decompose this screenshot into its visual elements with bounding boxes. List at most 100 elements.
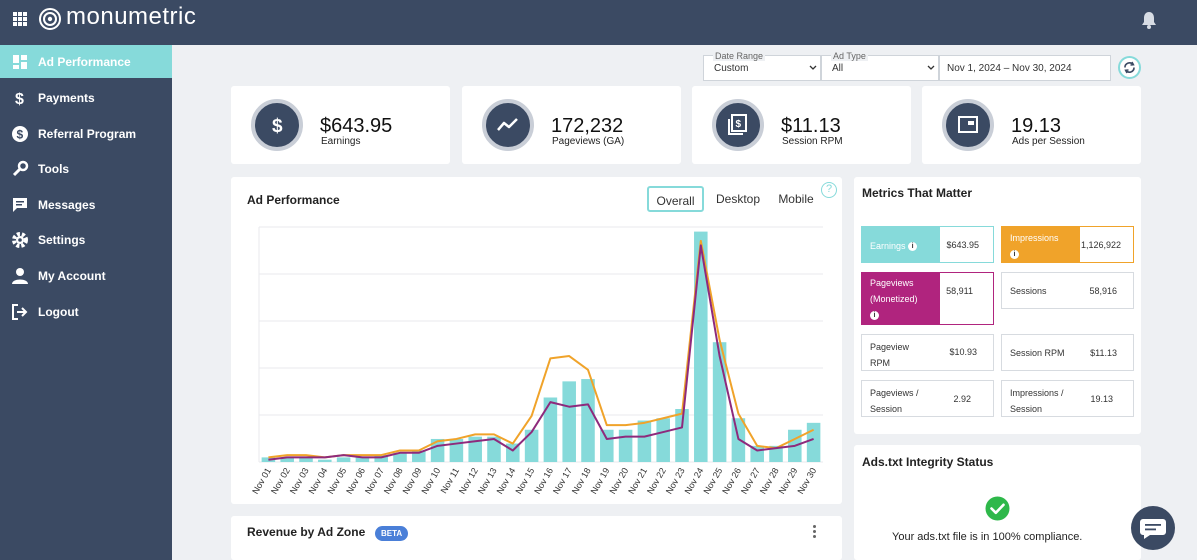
metric-value: $11.13 [1090,348,1117,358]
chart-bar [637,420,652,462]
chart-bar [694,231,708,462]
metric-tile-impressions-per-session[interactable]: Impressions / Session 19.13 [1001,380,1134,417]
chart-bar [675,409,689,462]
kpi-card-pageviews: 172,232 Pageviews (GA) [462,86,681,164]
kpi-card-earnings: $ $643.95 Earnings [231,86,450,164]
sidebar-item-logout[interactable]: Logout [0,295,172,328]
sidebar-item-my-account[interactable]: My Account [0,259,172,292]
kpi-icon-circle [482,99,534,151]
date-picker-input[interactable]: Nov 1, 2024 – Nov 30, 2024 [939,55,1111,81]
kpi-value: $11.13 [781,115,841,137]
chart-bar [355,457,370,462]
ad-window-icon [958,116,978,133]
metric-value: $643.95 [946,240,979,250]
ad-performance-title: Ad Performance [247,193,340,207]
user-icon [12,268,28,284]
chart-bar [769,445,783,462]
metric-tile-sessions[interactable]: Sessions 58,916 [1001,272,1134,309]
tab-mobile[interactable]: Mobile [778,192,814,206]
metric-tile-earnings[interactable]: Earnings i $643.95 [861,226,994,263]
kpi-icon-circle: $ [712,99,764,151]
gear-icon [12,232,28,248]
chart-bar [581,379,595,462]
metric-label-text: Earnings [870,241,906,251]
top-bar: monumetric [0,0,1197,45]
chart-bar [412,450,426,462]
sidebar-item-settings[interactable]: Settings [0,223,172,256]
referral-dollar-icon: $ [12,126,28,142]
svg-text:$: $ [272,116,283,137]
chart-series-line [268,239,815,459]
metric-value: 58,916 [1089,286,1117,296]
dollar-icon: $ [15,91,24,107]
chart-series-line [268,244,814,461]
refresh-icon [1124,61,1135,74]
check-circle-icon [985,496,1010,521]
metric-value: 1,126,922 [1080,240,1121,250]
metric-color-band [862,227,940,262]
sidebar-item-payments[interactable]: $ Payments [0,81,172,114]
sidebar-item-messages[interactable]: Messages [0,188,172,221]
logo-icon [39,8,61,30]
tab-desktop[interactable]: Desktop [715,192,761,206]
kebab-menu-icon[interactable] [813,525,819,540]
metric-label: Pageview RPM [870,342,910,368]
money-stack-icon: $ [728,114,747,135]
info-icon[interactable]: i [1010,250,1019,260]
ads-txt-message: Your ads.txt file is in 100% compliance. [892,531,1083,543]
sidebar-item-label: Logout [38,305,79,319]
chart-bar [318,459,332,462]
tab-overall[interactable]: Overall [647,186,704,212]
sidebar-item-label: Tools [38,162,70,176]
kpi-label: Earnings [321,136,361,147]
chart-bar [562,381,576,462]
kpi-value: 19.13 [1011,115,1062,137]
sidebar-item-label: Referral Program [38,127,137,141]
revenue-panel [231,516,842,560]
help-icon[interactable]: ? [821,182,837,198]
ad-type-value: All [832,63,844,74]
metric-label: Earnings i [870,238,946,254]
apps-grid-icon[interactable] [13,12,27,26]
sidebar-item-referral-program[interactable]: $ Referral Program [0,117,172,150]
sidebar-item-tools[interactable]: Tools [0,152,172,185]
sidebar-item-label: Settings [38,233,86,247]
chart-bar [600,429,614,462]
refresh-button[interactable] [1118,56,1141,79]
metrics-title: Metrics That Matter [862,186,973,200]
dashboard-icon [13,55,27,69]
bell-icon[interactable] [1141,11,1157,29]
chart-bar [656,418,670,462]
info-icon[interactable]: i [908,242,918,252]
beta-badge: BETA [375,526,409,541]
sidebar-item-label: Ad Performance [38,55,131,69]
svg-text:$: $ [17,128,24,142]
chat-button[interactable] [1131,506,1175,550]
metric-tile-pageview-rpm[interactable]: Pageview RPM $10.93 [861,334,994,371]
kpi-icon-circle: $ [251,99,303,151]
sidebar-item-ad-performance[interactable]: Ad Performance [0,45,172,78]
chart-bar [487,436,501,462]
metric-tile-pageviews-monetized[interactable]: Pageviews (Monetized) i 58,911 [861,272,994,325]
kpi-label: Session RPM [782,136,843,147]
sidebar: Ad Performance $ Payments $ Referral Pro… [0,45,172,560]
metric-label: Impressions / Session [1010,388,1064,414]
chart-bar [806,422,821,462]
sidebar-item-label: Messages [38,198,96,212]
message-icon [13,198,27,212]
metric-label: Impressions i [1010,230,1086,262]
trend-icon [497,118,518,131]
metric-label: Session RPM [1010,348,1065,358]
kpi-value: $643.95 [320,115,393,137]
chart-bar [374,455,388,462]
metric-tile-impressions[interactable]: Impressions i 1,126,922 [1001,226,1134,263]
kpi-label: Ads per Session [1012,136,1085,147]
metric-tile-pageviews-per-session[interactable]: Pageviews / Session 2.92 [861,380,994,417]
info-icon[interactable]: i [870,311,879,321]
metric-label: Pageviews (Monetized) i [870,275,940,323]
metric-value: 2.92 [953,394,971,404]
metric-tile-session-rpm[interactable]: Session RPM $11.13 [1001,334,1134,371]
svg-text:$: $ [736,119,742,130]
kpi-card-ads-per-session: 19.13 Ads per Session [922,86,1141,164]
